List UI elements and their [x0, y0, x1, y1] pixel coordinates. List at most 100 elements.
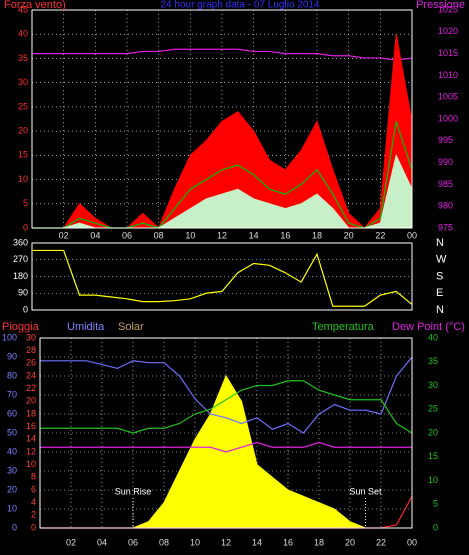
y-tick-label: 5: [23, 198, 28, 208]
y-tick-label: 5: [433, 499, 438, 509]
x-tick-label: 12: [221, 537, 231, 547]
y-tick-label: 6: [31, 484, 36, 494]
y-tick-label: 60: [7, 408, 17, 418]
y-tick-label: 985: [438, 179, 453, 189]
y-tick-label: 1005: [438, 92, 458, 102]
y-tick-label: 990: [438, 157, 453, 167]
y-tick-label: 18: [26, 408, 36, 418]
y-tick-label: 180: [13, 271, 28, 281]
y-tick-label: 1020: [438, 26, 458, 36]
y-tick-label: 10: [26, 459, 36, 469]
line: [32, 121, 413, 229]
x-tick-label: 10: [190, 537, 200, 547]
x-tick-label: 14: [249, 230, 259, 240]
y-tick-label: 20: [18, 125, 28, 135]
y-tick-label: 45: [18, 4, 28, 14]
x-tick-label: 06: [122, 230, 132, 240]
y-tick-label: 0: [12, 522, 17, 532]
y-tick-label: 26: [26, 358, 36, 368]
annotation: Sun Rise: [115, 486, 152, 496]
axis-title: Forza vento): [4, 0, 66, 11]
y-tick-label: 980: [438, 201, 453, 211]
y-tick-label: 70: [7, 389, 17, 399]
x-tick-label: 16: [283, 537, 293, 547]
y-tick-label: 30: [428, 380, 438, 390]
x-tick-label: 14: [252, 537, 262, 547]
y-tick-label: 25: [428, 404, 438, 414]
x-tick-label: 02: [59, 230, 69, 240]
axis-title: Pioggia: [2, 321, 40, 333]
y-tick-label: 20: [26, 396, 36, 406]
y-tick-label: 360: [13, 237, 28, 247]
y-tick-label: S: [436, 270, 443, 282]
y-tick-label: 24: [26, 370, 36, 380]
axis-title: Dew Point (°C): [392, 321, 465, 333]
x-tick-label: 18: [312, 230, 322, 240]
axis-title: 24 hour graph data - 07 Luglio 2014: [160, 0, 319, 11]
y-tick-label: 10: [428, 475, 438, 485]
x-tick-label: 20: [345, 537, 355, 547]
area: [32, 34, 413, 229]
y-tick-label: 30: [18, 77, 28, 87]
y-tick-label: 30: [26, 332, 36, 342]
x-tick-label: 10: [185, 230, 195, 240]
y-tick-label: 40: [18, 29, 28, 39]
x-tick-label: 08: [159, 537, 169, 547]
x-tick-label: 00: [407, 230, 417, 240]
x-tick-label: 22: [375, 230, 385, 240]
y-tick-label: 40: [428, 332, 438, 342]
x-tick-label: 06: [128, 537, 138, 547]
y-tick-label: 22: [26, 383, 36, 393]
x-tick-label: 04: [90, 230, 100, 240]
y-tick-label: 30: [7, 465, 17, 475]
axis-title: Temperatura: [312, 321, 375, 333]
y-tick-label: 90: [7, 351, 17, 361]
x-tick-label: 16: [280, 230, 290, 240]
y-tick-label: 8: [31, 472, 36, 482]
y-tick-label: 90: [18, 288, 28, 298]
plot-frame: [31, 9, 413, 229]
y-tick-label: 15: [428, 451, 438, 461]
y-tick-label: 20: [7, 484, 17, 494]
axis-title: Umidita: [67, 321, 105, 333]
y-tick-label: 0: [23, 304, 28, 314]
y-tick-label: 1025: [438, 4, 458, 14]
y-tick-label: 10: [18, 174, 28, 184]
y-tick-label: 20: [428, 427, 438, 437]
y-tick-label: 35: [428, 356, 438, 366]
plot-frame: [39, 337, 413, 529]
x-tick-label: 08: [154, 230, 164, 240]
plot-frame: [31, 242, 413, 311]
x-tick-label: 00: [407, 537, 417, 547]
y-tick-label: 35: [18, 53, 28, 63]
line: [32, 48, 413, 61]
y-tick-label: 100: [2, 332, 17, 342]
line: [40, 356, 413, 434]
y-tick-label: 1015: [438, 48, 458, 58]
x-tick-label: 20: [344, 230, 354, 240]
y-tick-label: 0: [31, 522, 36, 532]
line: [32, 249, 413, 307]
y-tick-label: 28: [26, 345, 36, 355]
annotation: Sun Set: [349, 486, 382, 496]
y-tick-label: 1000: [438, 113, 458, 123]
y-tick-label: 80: [7, 370, 17, 380]
x-tick-label: 02: [66, 537, 76, 547]
x-tick-label: 04: [97, 537, 107, 547]
x-tick-label: 22: [376, 537, 386, 547]
x-tick-label: 12: [217, 230, 227, 240]
y-tick-label: N: [436, 304, 444, 316]
y-tick-label: 995: [438, 135, 453, 145]
y-tick-label: 10: [7, 503, 17, 513]
y-tick-label: W: [436, 254, 447, 266]
y-tick-label: 50: [7, 427, 17, 437]
y-tick-label: 4: [31, 497, 36, 507]
y-tick-label: E: [436, 287, 443, 299]
y-tick-label: 0: [23, 222, 28, 232]
line: [40, 380, 413, 434]
y-tick-label: 25: [18, 101, 28, 111]
line: [40, 441, 412, 453]
y-tick-label: 16: [26, 421, 36, 431]
y-tick-label: 1010: [438, 70, 458, 80]
